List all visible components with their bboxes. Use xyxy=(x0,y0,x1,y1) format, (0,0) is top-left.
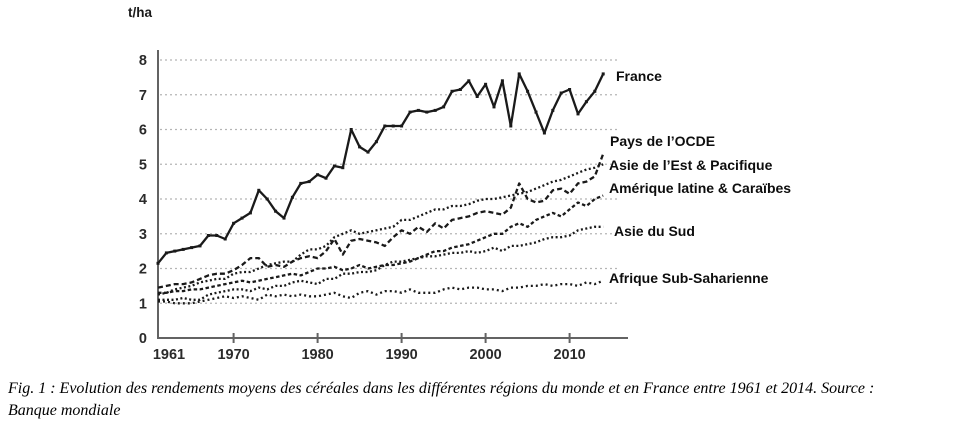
series-marker-france xyxy=(265,197,269,201)
series-marker-france xyxy=(181,247,185,251)
series-marker-france xyxy=(576,112,580,116)
series-marker-france xyxy=(198,244,202,248)
series-marker-france xyxy=(240,216,244,220)
series-marker-france xyxy=(450,89,454,93)
y-tick-label-6: 6 xyxy=(139,123,147,139)
caption-line-1: Fig. 1 : Evolution des rendements moyens… xyxy=(8,380,875,397)
series-label-afrique-sub-saharienne: Afrique Sub-Saharienne xyxy=(609,270,769,286)
series-marker-france xyxy=(492,105,496,109)
series-line-asie-du-sud xyxy=(158,225,604,301)
series-marker-france xyxy=(442,105,446,109)
series-marker-france xyxy=(601,72,605,76)
series-line-amerique-latine-caraibes xyxy=(158,194,604,294)
y-tick-label-4: 4 xyxy=(139,192,147,208)
y-axis-unit-label: t/ha xyxy=(128,5,152,20)
series-marker-france xyxy=(324,176,328,180)
series-ocde: Pays de l’OCDE xyxy=(157,133,715,289)
series-label-ocde: Pays de l’OCDE xyxy=(610,133,715,149)
series-marker-france xyxy=(509,124,513,128)
y-tick-label-3: 3 xyxy=(139,227,147,243)
series-marker-france xyxy=(274,209,278,213)
series-marker-france xyxy=(307,180,311,184)
series-marker-france xyxy=(475,95,479,98)
series-marker-france xyxy=(358,145,362,149)
series-marker-france xyxy=(484,82,488,86)
series-marker-france xyxy=(156,261,160,265)
series-label-asie-du-sud: Asie du Sud xyxy=(614,223,695,239)
series-marker-france xyxy=(248,211,252,215)
series-france: France xyxy=(156,68,662,265)
series-marker-france xyxy=(458,88,462,91)
series-marker-france xyxy=(383,124,387,128)
series-marker-france xyxy=(467,79,471,83)
series-marker-france xyxy=(433,108,437,112)
series-marker-france xyxy=(568,88,572,91)
x-tick-label-1961: 1961 xyxy=(153,347,185,363)
series-marker-france xyxy=(341,166,345,170)
series-marker-france xyxy=(374,140,378,144)
cereal-yield-line-chart: 0 1 2 3 4 5 6 7 8 1961 1970 1980 1990 2000 2010 t/ha Fra… xyxy=(128,5,791,363)
series-afrique-sub-saharienne: Afrique Sub-Saharienne xyxy=(158,270,769,305)
series-marker-france xyxy=(559,91,563,95)
series-marker-france xyxy=(517,72,521,76)
series-line-asie-est-pacifique xyxy=(157,163,604,296)
series-marker-france xyxy=(164,251,168,255)
series-asie-est-pacifique: Asie de l’Est & Pacifique xyxy=(157,157,773,296)
caption-line-2: Banque mondiale xyxy=(8,401,121,419)
series-marker-france xyxy=(232,221,236,225)
series-marker-france xyxy=(349,128,353,131)
series-marker-france xyxy=(593,89,597,93)
series-marker-france xyxy=(215,234,219,237)
series-marker-france xyxy=(416,108,420,112)
series-line-ocde xyxy=(157,153,605,289)
series-line-afrique-sub-saharienne xyxy=(158,279,604,305)
series-label-france: France xyxy=(616,68,662,84)
figure-caption: Fig. 1 : Evolution des rendements moyens… xyxy=(8,378,958,421)
series-marker-france xyxy=(290,195,294,199)
series-marker-france xyxy=(584,100,588,104)
series-marker-france xyxy=(425,110,429,114)
series-marker-france xyxy=(206,234,210,237)
series-marker-france xyxy=(190,246,194,250)
x-tick-label-2000: 2000 xyxy=(469,347,501,363)
series-line-france xyxy=(157,72,605,265)
series-marker-france xyxy=(299,181,303,185)
series-marker-france xyxy=(223,237,227,241)
series-marker-france xyxy=(332,164,336,168)
y-tick-label-8: 8 xyxy=(139,53,147,69)
series-marker-france xyxy=(282,216,286,220)
series-marker-france xyxy=(534,110,538,114)
series-label-amerique-latine-caraibes: Amérique latine & Caraïbes xyxy=(609,180,791,196)
series-marker-france xyxy=(551,108,555,112)
series-marker-france xyxy=(316,173,320,177)
series-marker-france xyxy=(400,124,404,128)
series-asie-du-sud: Asie du Sud xyxy=(158,223,695,301)
x-tick-label-1980: 1980 xyxy=(301,347,333,363)
y-tick-label-5: 5 xyxy=(139,157,147,173)
series-label-asie-est-pacifique: Asie de l’Est & Pacifique xyxy=(609,157,773,173)
series-marker-france xyxy=(257,188,261,192)
x-tick-label-2010: 2010 xyxy=(553,347,585,363)
series-marker-france xyxy=(173,249,177,253)
x-tick-label-1970: 1970 xyxy=(217,347,249,363)
y-tick-label-1: 1 xyxy=(139,296,147,312)
series-marker-france xyxy=(526,89,530,93)
series-marker-france xyxy=(366,150,370,154)
series-amerique-latine-caraibes: Amérique latine & Caraïbes xyxy=(158,180,791,294)
series-marker-france xyxy=(500,79,504,83)
y-tick-label-2: 2 xyxy=(139,262,147,278)
series-marker-france xyxy=(408,110,412,114)
series-marker-france xyxy=(391,124,395,128)
series-marker-france xyxy=(542,131,546,135)
y-tick-label-7: 7 xyxy=(139,88,147,104)
y-tick-label-0: 0 xyxy=(139,331,147,347)
x-tick-label-1990: 1990 xyxy=(385,347,417,363)
